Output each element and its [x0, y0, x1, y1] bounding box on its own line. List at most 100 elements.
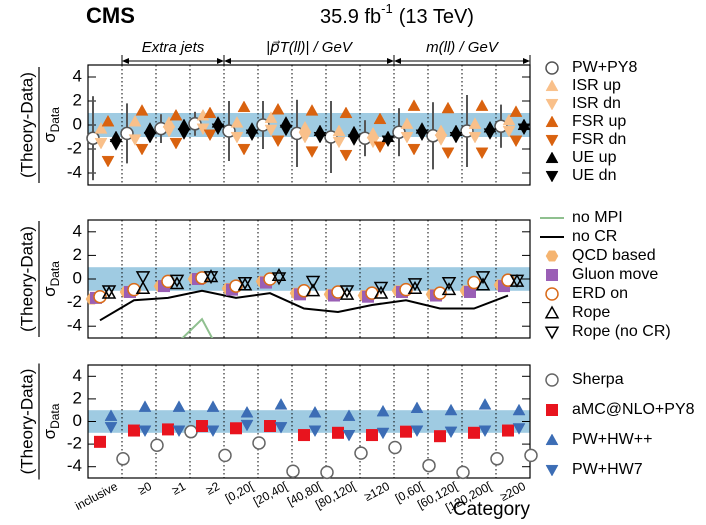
- marker: [264, 111, 278, 123]
- marker: [196, 123, 210, 136]
- marker: [512, 403, 526, 416]
- marker: [475, 147, 489, 160]
- marker: [441, 282, 457, 296]
- legend-label: aMC@NLO+PY8: [572, 401, 695, 418]
- marker: [298, 131, 312, 144]
- y-label-numerator: (Theory-Data): [17, 226, 36, 332]
- marker: [407, 99, 421, 111]
- marker: [545, 373, 559, 387]
- marker: [305, 146, 319, 158]
- legend-label: PW+HW++: [572, 431, 652, 448]
- y-label-denominator: σData: [40, 107, 62, 143]
- arrow-head: [224, 58, 231, 64]
- marker: [388, 440, 402, 455]
- marker: [135, 280, 151, 294]
- marker: [509, 135, 523, 148]
- marker: [441, 276, 457, 291]
- legend-label: QCD based: [572, 247, 656, 264]
- marker: [305, 283, 321, 297]
- marker: [206, 425, 220, 438]
- marker: [104, 409, 118, 421]
- marker: [381, 135, 395, 148]
- lumi: 35.9 fb: [320, 6, 381, 28]
- marker: [271, 272, 287, 286]
- y-label-numerator: (Theory-Data): [17, 72, 36, 178]
- marker: [271, 102, 285, 115]
- arrow-head: [387, 58, 394, 64]
- marker: [211, 123, 225, 136]
- marker: [502, 424, 514, 437]
- x-tick-label: [80,120[: [313, 479, 358, 512]
- marker: [203, 106, 217, 119]
- series-line: [181, 317, 214, 338]
- marker: [373, 281, 389, 295]
- y-tick-label: 4: [73, 66, 82, 85]
- marker: [169, 274, 185, 288]
- group-label: m(ll) / GeV: [426, 39, 500, 56]
- marker: [475, 271, 491, 285]
- marker: [203, 271, 219, 285]
- marker: [407, 280, 423, 294]
- y-tick-label: -4: [67, 162, 82, 181]
- marker: [177, 128, 191, 140]
- marker: [279, 124, 293, 137]
- marker: [545, 287, 559, 301]
- marker: [545, 464, 559, 477]
- marker: [305, 275, 321, 289]
- marker: [240, 419, 254, 432]
- marker: [545, 61, 559, 75]
- marker: [169, 276, 185, 290]
- subscript: Data: [48, 107, 62, 133]
- marker: [354, 446, 368, 460]
- legend-label: FSR up: [572, 113, 626, 130]
- marker: [274, 422, 288, 434]
- marker: [467, 275, 481, 290]
- y-tick-label: 2: [73, 90, 82, 109]
- marker: [407, 143, 421, 156]
- marker: [298, 429, 310, 442]
- marker: [237, 100, 251, 113]
- legend-label: UE dn: [572, 167, 616, 184]
- marker: [252, 436, 266, 450]
- marker: [490, 452, 504, 466]
- marker: [94, 122, 108, 134]
- marker: [502, 125, 516, 138]
- marker: [308, 425, 322, 438]
- marker: [342, 409, 356, 421]
- marker: [203, 129, 217, 142]
- x-tick-label: ≥1: [170, 479, 189, 498]
- legend-label: Sherpa: [572, 371, 624, 388]
- group-label: Extra jets: [142, 39, 205, 56]
- luminosity: 35.9 fb-1 (13 TeV): [320, 1, 474, 28]
- marker: [169, 137, 183, 150]
- marker: [339, 149, 353, 162]
- experiment: CMS: [86, 3, 135, 28]
- x-tick-label: ≥120: [362, 479, 392, 504]
- marker: [230, 116, 244, 128]
- marker: [109, 139, 123, 151]
- y-tick-label: 2: [73, 245, 82, 264]
- marker: [478, 398, 492, 410]
- marker: [128, 114, 142, 127]
- arrow-head: [394, 58, 401, 64]
- legend-label: ERD on: [572, 285, 628, 302]
- marker: [544, 326, 560, 340]
- marker: [104, 422, 118, 434]
- marker: [478, 425, 492, 438]
- marker: [116, 452, 130, 466]
- marker: [240, 405, 254, 418]
- marker: [196, 420, 208, 433]
- marker: [332, 124, 346, 137]
- marker: [101, 114, 115, 127]
- legend-label: Rope: [572, 304, 610, 321]
- marker: [545, 115, 559, 128]
- y-tick-label: -4: [67, 456, 82, 475]
- marker: [274, 398, 288, 410]
- marker: [449, 131, 463, 144]
- marker: [286, 464, 300, 478]
- marker: [128, 134, 142, 146]
- marker: [184, 424, 198, 439]
- legend-label: FSR dn: [572, 131, 626, 148]
- marker: [128, 424, 140, 437]
- marker: [94, 435, 106, 448]
